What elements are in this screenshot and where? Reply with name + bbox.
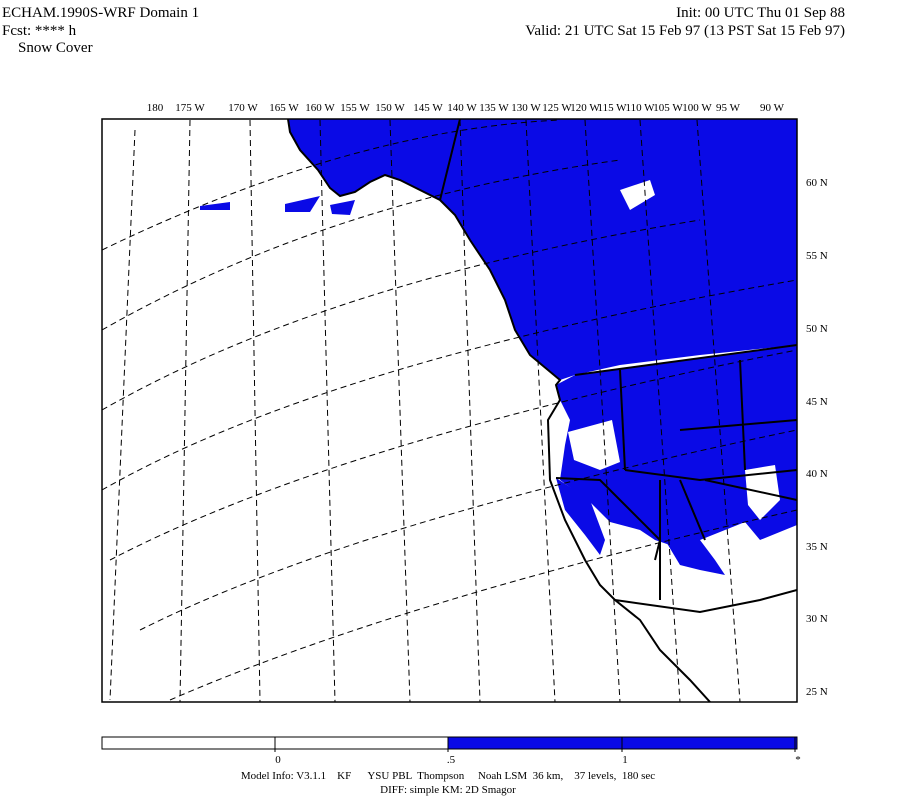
longitude-label: 90 W <box>760 102 785 114</box>
latitude-label: 25 N <box>806 686 828 698</box>
field-name: Snow Cover <box>18 40 93 56</box>
latitude-label: 50 N <box>806 323 828 335</box>
boundaries <box>287 119 797 702</box>
longitude-label: 105 W <box>653 102 683 114</box>
diff-info: DIFF: simple KM: 2D Smagor <box>380 784 516 796</box>
forecast-hour: Fcst: **** h <box>2 23 77 39</box>
longitude-label: 125 W <box>542 102 572 114</box>
longitude-label: 175 W <box>175 102 205 114</box>
longitude-label: 115 W <box>597 102 627 114</box>
longitude-label: 110 W <box>625 102 655 114</box>
snow-alaska-islands <box>200 196 355 215</box>
longitude-label: 145 W <box>413 102 443 114</box>
valid-time: Valid: 21 UTC Sat 15 Feb 97 (13 PST Sat … <box>525 23 845 39</box>
latitude-label: 45 N <box>806 396 828 408</box>
longitude-labels: 180 175 W 170 W 165 W 160 W 155 W 150 W 145 W 14… <box>147 102 785 114</box>
snow-arizona <box>665 540 725 575</box>
latitude-label: 40 N <box>806 468 828 480</box>
longitude-label: 140 W <box>447 102 477 114</box>
colorbar-label: 0 <box>275 754 281 766</box>
longitude-label: 100 W <box>682 102 712 114</box>
longitude-label: 150 W <box>375 102 405 114</box>
snow-free-basin <box>568 180 780 520</box>
latitude-label: 35 N <box>806 541 828 553</box>
model-info: Model Info: V3.1.1 KF YSU PBL Thompson N… <box>241 770 655 782</box>
longitude-label: 160 W <box>305 102 335 114</box>
colorbar: 0 .5 1 * <box>101 736 801 766</box>
longitude-label: 170 W <box>228 102 258 114</box>
snow-sierra <box>556 478 605 555</box>
colorbar-label: 1 <box>622 754 628 766</box>
map: 180 175 W 170 W 165 W 160 W 155 W 150 W 145 W 14… <box>101 102 828 703</box>
latitude-label: 60 N <box>806 177 828 189</box>
snow-north <box>288 119 797 380</box>
longitude-label: 95 W <box>716 102 741 114</box>
latitude-labels: 60 N 55 N 50 N 45 N 40 N 35 N 30 N 25 N <box>806 177 828 698</box>
graticule <box>102 119 797 702</box>
colorbar-label: * <box>795 754 801 766</box>
longitude-label: 165 W <box>269 102 299 114</box>
longitude-label: 120 W <box>570 102 600 114</box>
latitude-label: 55 N <box>806 250 828 262</box>
init-time: Init: 00 UTC Thu 01 Sep 88 <box>676 5 845 21</box>
colorbar-frame <box>101 736 798 750</box>
colorbar-labels: 0 .5 1 * <box>274 737 801 766</box>
colorbar-label: .5 <box>447 754 456 766</box>
longitude-label: 180 <box>147 102 164 114</box>
longitude-label: 135 W <box>479 102 509 114</box>
model-title: ECHAM.1990S-WRF Domain 1 <box>2 5 199 21</box>
map-frame <box>101 118 798 703</box>
longitude-label: 130 W <box>511 102 541 114</box>
latitude-label: 30 N <box>806 613 828 625</box>
longitude-label: 155 W <box>340 102 370 114</box>
